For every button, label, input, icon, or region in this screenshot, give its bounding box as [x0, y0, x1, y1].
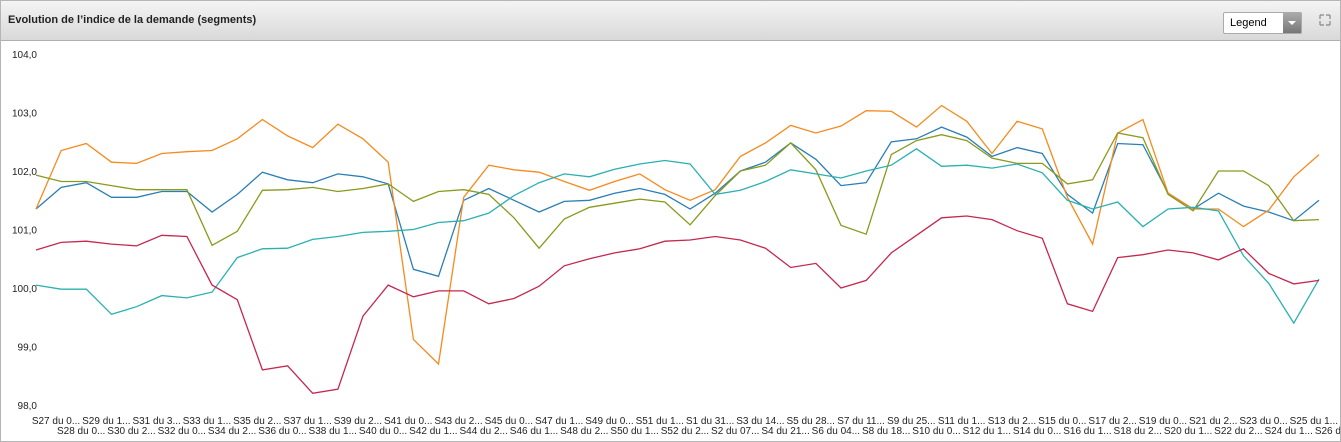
y-tick-label: 101,0: [12, 226, 37, 237]
x-tick-label: S11 du 1...: [938, 416, 986, 427]
x-tick-label: S38 du 1...: [309, 426, 357, 437]
x-tick-label: S49 du 0...: [585, 416, 633, 427]
x-tick-label: S20 du 1...: [1164, 426, 1212, 437]
y-tick-label: 104,0: [12, 50, 37, 61]
x-tick-label: S18 du 2...: [1114, 426, 1162, 437]
x-tick-label: S32 du 0...: [158, 426, 206, 437]
x-tick-label: S8 du 18...: [862, 426, 910, 437]
series-line: [35, 104, 1320, 366]
x-tick-label: S3 du 14...: [736, 416, 784, 427]
y-tick-label: 102,0: [12, 167, 37, 178]
y-tick-label: 103,0: [12, 109, 37, 120]
series-line: [35, 132, 1320, 250]
x-tick-label: S13 du 2...: [988, 416, 1036, 427]
x-tick-label: S21 du 2...: [1189, 416, 1237, 427]
x-tick-label: S1 du 31...: [686, 416, 734, 427]
x-tick-label: S28 du 0...: [57, 426, 105, 437]
x-tick-label: S48 du 2...: [560, 426, 608, 437]
x-tick-label: S2 du 07...: [711, 426, 759, 437]
x-tick-label: S29 du 1...: [82, 416, 130, 427]
x-tick-label: S17 du 2...: [1088, 416, 1136, 427]
x-tick-label: S42 du 1...: [409, 426, 457, 437]
chart: 98,0 99,0 100,0 101,0 102,0 103,0 104,0 S27 du …: [12, 50, 1340, 437]
x-tick-label: S7 du 11...: [837, 416, 885, 427]
x-tick-label: S6 du 04...: [812, 426, 860, 437]
x-tick-label: S30 du 2...: [107, 426, 155, 437]
x-tick-label: S47 du 1...: [535, 416, 583, 427]
x-tick-label: S40 du 0...: [359, 426, 407, 437]
x-tick-label: S26 du 2...: [1315, 426, 1340, 437]
x-tick-label: S34 du 2...: [208, 426, 256, 437]
x-tick-label: S31 du 3...: [132, 416, 180, 427]
x-tick-label: S33 du 1...: [183, 416, 231, 427]
x-tick-label: S35 du 2...: [233, 416, 281, 427]
y-tick-label: 98,0: [18, 401, 38, 412]
x-tick-label: S22 du 2...: [1214, 426, 1262, 437]
panel-header: Evolution de l’indice de la demande (seg…: [1, 1, 1340, 41]
x-tick-label: S27 du 0...: [32, 416, 80, 427]
y-tick-label: 99,0: [18, 343, 38, 354]
x-tick-label: S4 du 21...: [761, 426, 809, 437]
x-tick-label: S25 du 1...: [1290, 416, 1338, 427]
x-tick-label: S9 du 25...: [887, 416, 935, 427]
legend-dropdown[interactable]: Legend: [1223, 12, 1302, 34]
series-line: [35, 148, 1320, 325]
y-tick-label: 100,0: [12, 284, 37, 295]
x-tick-label: S39 du 2...: [334, 416, 382, 427]
x-tick-label: S45 du 0...: [485, 416, 533, 427]
x-tick-label: S5 du 28...: [787, 416, 835, 427]
dropdown-arrow: [1283, 13, 1301, 33]
x-tick-label: S19 du 0...: [1139, 416, 1187, 427]
series-line: [35, 126, 1320, 278]
expand-icon[interactable]: [1319, 14, 1331, 26]
x-tick-label: S44 du 2...: [459, 426, 507, 437]
x-tick-label: S12 du 1...: [963, 426, 1011, 437]
legend-dropdown-label: Legend: [1230, 17, 1267, 29]
x-tick-label: S15 du 0...: [1038, 416, 1086, 427]
x-tick-label: S37 du 1...: [283, 416, 331, 427]
x-tick-label: S23 du 0...: [1239, 416, 1287, 427]
x-tick-label: S51 du 1...: [636, 416, 684, 427]
x-tick-label: S46 du 1...: [510, 426, 558, 437]
x-tick-label: S10 du 0...: [912, 426, 960, 437]
x-tick-label: S16 du 1...: [1063, 426, 1111, 437]
x-tick-label: S24 du 1...: [1264, 426, 1312, 437]
x-tick-label: S36 du 0...: [258, 426, 306, 437]
series-line: [35, 215, 1320, 394]
x-tick-label: S52 du 2...: [661, 426, 709, 437]
x-tick-label: S14 du 0...: [1013, 426, 1061, 437]
x-tick-label: S41 du 0...: [384, 416, 432, 427]
x-tick-label: S43 du 2...: [434, 416, 482, 427]
chart-title: Evolution de l’indice de la demande (seg…: [8, 14, 257, 26]
x-tick-label: S50 du 1...: [610, 426, 658, 437]
